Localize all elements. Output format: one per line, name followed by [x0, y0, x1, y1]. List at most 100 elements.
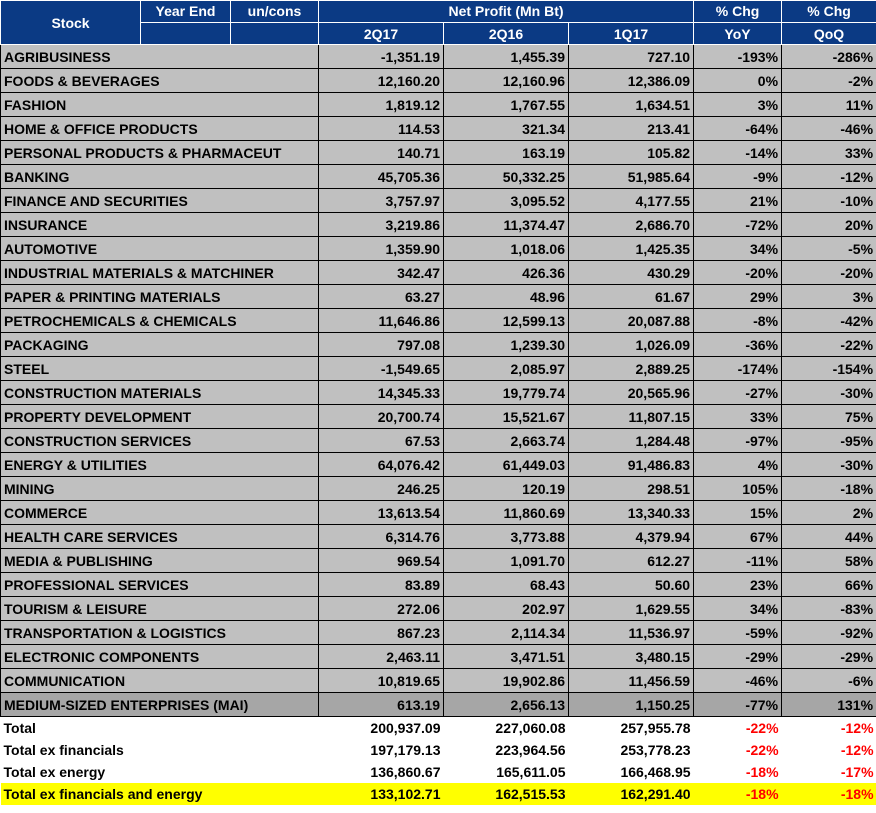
value-qoq: -154% — [781, 356, 876, 381]
table-row: HEALTH CARE SERVICES 6,314.76 3,773.88 4,37… — [0, 524, 876, 549]
table-row: CONSTRUCTION SERVICES 67.53 2,663.74 1,284.… — [0, 428, 876, 453]
value-2q17: 20,700.74 — [318, 404, 444, 429]
value-2q17: 114.53 — [318, 116, 444, 141]
table-row: FINANCE AND SECURITIES 3,757.97 3,095.52 4,… — [0, 188, 876, 213]
header-1q17: 1Q17 — [567, 22, 695, 45]
total-2q16: 162,515.53 — [443, 783, 569, 805]
value-qoq: 20% — [781, 212, 876, 237]
header-2q16: 2Q16 — [443, 22, 569, 45]
value-1q17: 51,985.64 — [567, 164, 695, 189]
value-1q17: 1,284.48 — [567, 428, 695, 453]
total-name: Total — [0, 716, 319, 739]
sector-name: FOODS & BEVERAGES — [0, 68, 319, 93]
value-2q16: 11,374.47 — [443, 212, 569, 237]
value-1q17: 1,425.35 — [567, 236, 695, 261]
total-1q17: 166,468.95 — [568, 761, 694, 783]
value-2q16: 2,663.74 — [443, 428, 569, 453]
sector-name: PERSONAL PRODUCTS & PHARMACEUT — [0, 140, 319, 165]
table-row: INDUSTRIAL MATERIALS & MATCHINER 342.47 42… — [0, 260, 876, 285]
total-name: Total ex financials and energy — [0, 783, 319, 805]
value-2q17: 867.23 — [318, 620, 444, 645]
value-yoy: -29% — [693, 644, 783, 669]
value-1q17: 2,889.25 — [567, 356, 695, 381]
value-2q17: 11,646.86 — [318, 308, 444, 333]
total-2q16: 223,964.56 — [443, 739, 569, 761]
total-yoy: -18% — [693, 761, 782, 783]
value-2q17: 45,705.36 — [318, 164, 444, 189]
value-qoq: -30% — [781, 452, 876, 477]
total-qoq: -17% — [781, 761, 876, 783]
total-row: Total ex financials 197,179.13 223,964.56 2… — [0, 739, 876, 761]
total-2q17: 200,937.09 — [318, 716, 444, 739]
sector-name: ELECTRONIC COMPONENTS — [0, 644, 319, 669]
header-pct-chg-yoy: % Chg — [693, 0, 783, 23]
value-yoy: 33% — [693, 404, 783, 429]
table-row: AUTOMOTIVE 1,359.90 1,018.06 1,425.35 34% -5% — [0, 236, 876, 261]
value-qoq: 2% — [781, 500, 876, 525]
table-row: PAPER & PRINTING MATERIALS 63.27 48.96 61.6… — [0, 284, 876, 309]
sector-name: PROFESSIONAL SERVICES — [0, 572, 319, 597]
sector-name: PAPER & PRINTING MATERIALS — [0, 284, 319, 309]
value-2q16: 3,471.51 — [443, 644, 569, 669]
sector-name: BANKING — [0, 164, 319, 189]
value-2q16: 48.96 — [443, 284, 569, 309]
value-2q16: 19,779.74 — [443, 380, 569, 405]
value-2q16: 12,599.13 — [443, 308, 569, 333]
total-1q17: 253,778.23 — [568, 739, 694, 761]
value-2q16: 2,085.97 — [443, 356, 569, 381]
value-2q17: 797.08 — [318, 332, 444, 357]
value-1q17: 91,486.83 — [567, 452, 695, 477]
value-qoq: -286% — [781, 44, 876, 69]
value-2q17: 272.06 — [318, 596, 444, 621]
value-1q17: 1,150.25 — [567, 692, 695, 717]
header-yoy: YoY — [693, 22, 783, 45]
total-2q17: 136,860.67 — [318, 761, 444, 783]
sector-name: AUTOMOTIVE — [0, 236, 319, 261]
value-1q17: 3,480.15 — [567, 644, 695, 669]
table-row: PROPERTY DEVELOPMENT 20,700.74 15,521.67 11… — [0, 404, 876, 429]
total-qoq: -12% — [781, 716, 876, 739]
value-1q17: 1,026.09 — [567, 332, 695, 357]
value-2q17: 67.53 — [318, 428, 444, 453]
value-yoy: -27% — [693, 380, 783, 405]
value-2q16: 19,902.86 — [443, 668, 569, 693]
value-yoy: -20% — [693, 260, 783, 285]
value-yoy: 3% — [693, 92, 783, 117]
value-yoy: -36% — [693, 332, 783, 357]
value-yoy: -8% — [693, 308, 783, 333]
value-qoq: -5% — [781, 236, 876, 261]
value-yoy: 21% — [693, 188, 783, 213]
value-2q16: 426.36 — [443, 260, 569, 285]
sector-name: TOURISM & LEISURE — [0, 596, 319, 621]
table-row: INSURANCE 3,219.86 11,374.47 2,686.70 -72% 20… — [0, 212, 876, 237]
value-yoy: -64% — [693, 116, 783, 141]
sector-name: COMMUNICATION — [0, 668, 319, 693]
sector-name: PROPERTY DEVELOPMENT — [0, 404, 319, 429]
header-pct-chg-qoq: % Chg — [781, 0, 876, 23]
sector-name: HOME & OFFICE PRODUCTS — [0, 116, 319, 141]
sector-name: HEALTH CARE SERVICES — [0, 524, 319, 549]
value-qoq: -18% — [781, 476, 876, 501]
table-row: PACKAGING 797.08 1,239.30 1,026.09 -36% -22% — [0, 332, 876, 357]
value-yoy: -77% — [693, 692, 783, 717]
sector-name: MEDIA & PUBLISHING — [0, 548, 319, 573]
table-row: COMMUNICATION 10,819.65 19,902.86 11,456.59… — [0, 668, 876, 693]
value-1q17: 11,456.59 — [567, 668, 695, 693]
value-qoq: -83% — [781, 596, 876, 621]
value-qoq: 66% — [781, 572, 876, 597]
value-yoy: 0% — [693, 68, 783, 93]
value-1q17: 727.10 — [567, 44, 695, 69]
table-row: TOURISM & LEISURE 272.06 202.97 1,629.55 34%… — [0, 596, 876, 621]
value-qoq: 11% — [781, 92, 876, 117]
table-row: COMMERCE 13,613.54 11,860.69 13,340.33 15% 2% — [0, 500, 876, 525]
value-2q16: 61,449.03 — [443, 452, 569, 477]
value-2q17: 14,345.33 — [318, 380, 444, 405]
value-2q17: 10,819.65 — [318, 668, 444, 693]
total-2q17: 133,102.71 — [318, 783, 444, 805]
total-1q17: 257,955.78 — [568, 716, 694, 739]
value-2q16: 2,114.34 — [443, 620, 569, 645]
value-qoq: -10% — [781, 188, 876, 213]
value-2q16: 68.43 — [443, 572, 569, 597]
table-row: FASHION 1,819.12 1,767.55 1,634.51 3% 11% — [0, 92, 876, 117]
